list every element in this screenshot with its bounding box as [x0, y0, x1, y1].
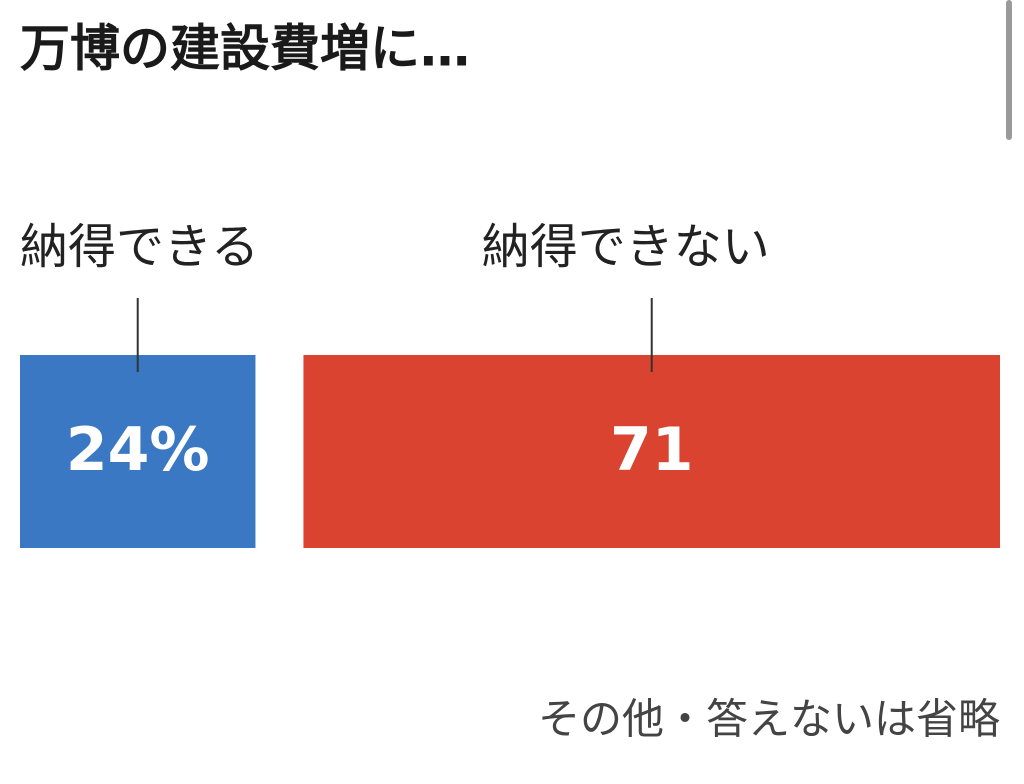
chart-title: 万博の建設費増に… — [20, 20, 470, 78]
value-label: 71 — [610, 415, 694, 485]
bar — [303, 355, 1000, 548]
value-label: 24% — [66, 415, 210, 485]
category-label: 納得できる — [20, 219, 259, 275]
note: その他・答えないは省略 — [538, 695, 1000, 744]
category-label: 納得できない — [482, 219, 770, 275]
scrollbar — [1006, 0, 1012, 140]
bar — [20, 355, 256, 548]
